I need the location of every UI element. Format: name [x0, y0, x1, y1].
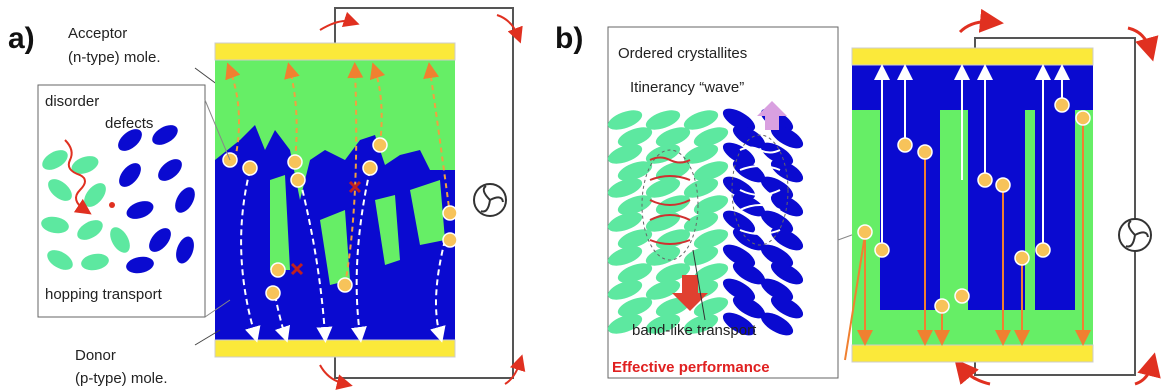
donor-label: (p-type) mole. — [75, 370, 168, 387]
pointer — [195, 68, 218, 85]
acceptor-label: (n-type) mole. — [68, 49, 161, 66]
current-arrow — [1135, 364, 1152, 384]
inset-subtitle: Itinerancy “wave” — [630, 79, 744, 96]
inset-title: Ordered crystallites — [618, 45, 747, 62]
acceptor-label: Acceptor — [68, 25, 127, 42]
fan-icon — [1119, 219, 1151, 251]
current-arrow — [497, 15, 518, 36]
figure: a) Acceptor (n-type) mole. — [0, 0, 1161, 390]
device-a — [215, 43, 457, 357]
fan-icon — [474, 184, 506, 216]
device-b — [845, 48, 1093, 362]
inset-caption: band-like transport — [632, 322, 757, 339]
inset-text: defects — [105, 115, 153, 132]
panel-label: b) — [555, 22, 583, 55]
inset-caption: hopping transport — [45, 286, 163, 303]
current-arrow — [960, 22, 992, 32]
inset-text: disorder — [45, 93, 99, 110]
panel-label: a) — [8, 22, 35, 55]
current-arrow — [320, 365, 345, 384]
donor-label: Donor — [75, 347, 116, 364]
highlight-text: Effective performance — [612, 359, 770, 376]
